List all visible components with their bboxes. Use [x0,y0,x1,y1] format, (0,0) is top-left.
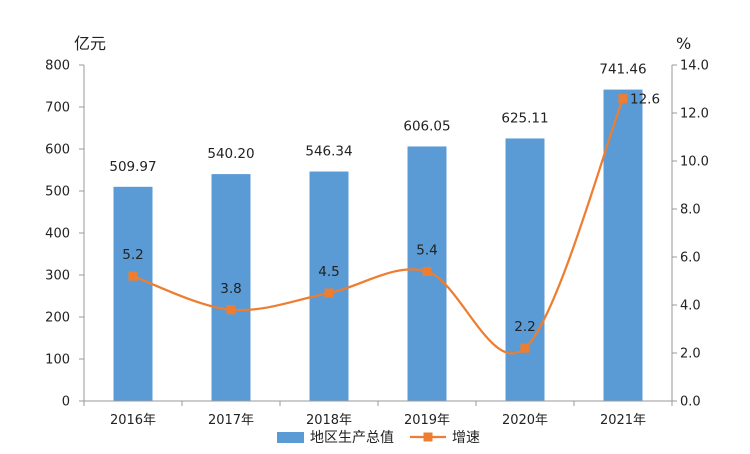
line-value-label-4: 2.2 [514,319,535,335]
legend-label-bar: 地区生产总值 [310,430,394,446]
bar-0 [113,186,153,401]
line-value-label-2: 4.5 [318,264,339,280]
left-tick-label-3: 300 [45,269,70,284]
bar-value-label-2: 546.34 [305,144,352,160]
legend-label-line: 增速 [452,430,480,446]
bar-value-label-5: 741.46 [599,62,646,78]
legend-swatch-bar [277,432,304,443]
left-tick-label-5: 500 [45,185,70,200]
x-tick-label-4: 2020年 [502,413,548,428]
left-tick-label-1: 100 [45,353,70,368]
bar-4 [505,138,545,401]
left-tick-label-4: 400 [45,227,70,242]
legend-swatch-marker [423,432,433,442]
left-tick-label-2: 200 [45,311,70,326]
bar-1 [211,174,251,401]
line-marker-5 [618,94,628,104]
bar-value-label-3: 606.05 [403,118,450,134]
left-tick-label-0: 0 [62,395,70,410]
right-tick-label-0: 0.0 [680,395,701,410]
line-series: 5.2 3.8 4.5 5.4 2.2 12.6 [122,92,660,355]
line-value-label-5: 12.6 [630,92,660,108]
left-tick-label-7: 700 [45,101,70,116]
line-marker-4 [520,343,530,353]
right-tick-label-6: 12.0 [680,107,709,122]
bar-series: 509.97 540.20 546.34 606.05 625.11 741.46 [109,62,647,402]
left-tick-label-6: 600 [45,143,70,158]
axes: 0 100 200 300 400 500 600 700 800 0.0 2.0 4.0 6.0 8.0… [45,59,709,429]
line-marker-0 [128,271,138,281]
right-tick-label-2: 4.0 [680,299,701,314]
left-tick-label-8: 800 [45,59,70,74]
x-tick-label-1: 2017年 [208,413,254,428]
x-tick-label-0: 2016年 [110,413,156,428]
line-value-label-0: 5.2 [122,247,143,263]
bar-value-label-0: 509.97 [109,159,156,175]
right-axis-unit: % [676,34,691,53]
bar-value-label-4: 625.11 [501,110,548,126]
right-tick-label-7: 14.0 [680,59,709,74]
line-marker-2 [324,288,334,298]
bar-2 [309,171,349,401]
right-tick-label-4: 8.0 [680,203,701,218]
x-tick-label-2: 2018年 [306,413,352,428]
line-value-label-3: 5.4 [416,242,437,258]
left-axis-unit: 亿元 [74,34,106,53]
line-marker-1 [226,305,236,315]
line-value-label-1: 3.8 [220,281,241,297]
right-tick-label-5: 10.0 [680,155,709,170]
x-tick-label-3: 2019年 [404,413,450,428]
legend: 地区生产总值 增速 [277,430,480,446]
growth-line [132,98,625,355]
right-tick-label-1: 2.0 [680,347,701,362]
right-tick-label-3: 6.0 [680,251,701,266]
bar-5 [603,89,643,402]
line-marker-3 [422,266,432,276]
bar-value-label-1: 540.20 [207,146,254,162]
x-tick-label-5: 2021年 [600,413,646,428]
